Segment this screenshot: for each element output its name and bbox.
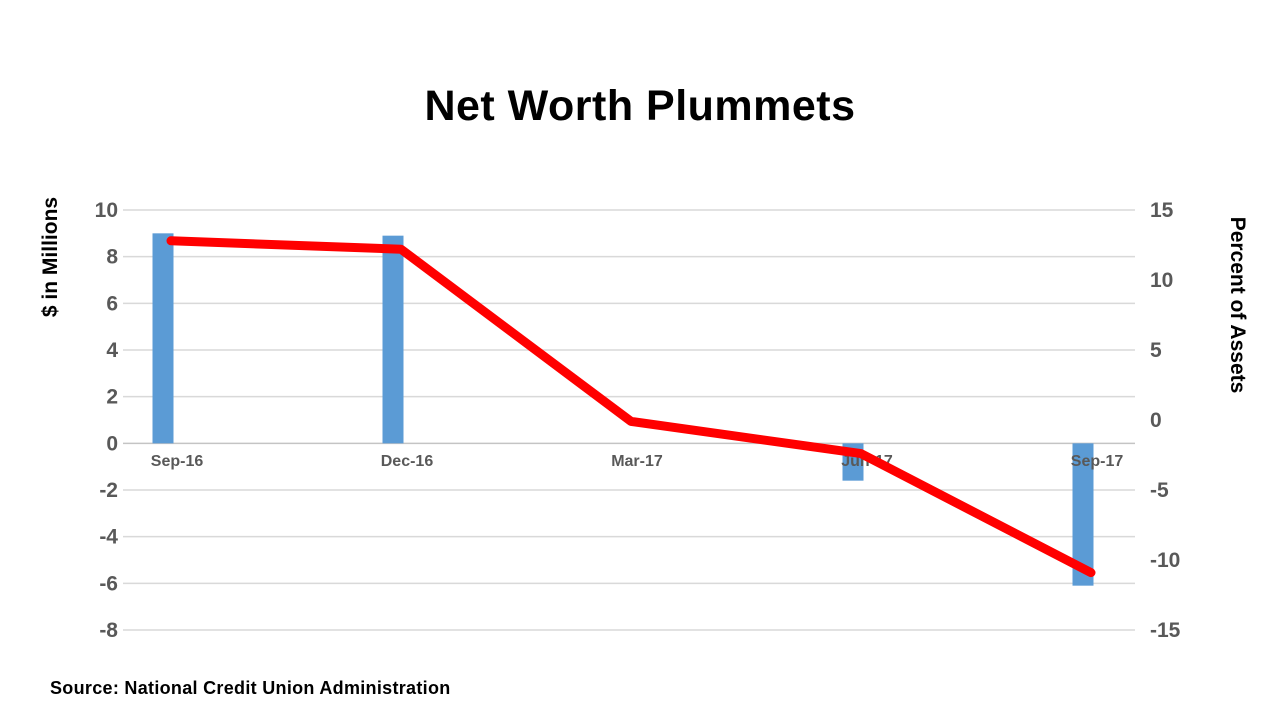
left-axis-tick-label: -8 bbox=[99, 619, 118, 642]
left-axis-tick-label: 10 bbox=[95, 199, 118, 222]
category-label: Mar-17 bbox=[611, 453, 663, 470]
left-axis-tick-label: -6 bbox=[99, 572, 118, 595]
right-axis-tick-label: 15 bbox=[1150, 199, 1174, 222]
right-axis-tick-label: 10 bbox=[1150, 269, 1173, 292]
source-note: Source: National Credit Union Administra… bbox=[50, 678, 451, 698]
right-axis-tick-label: 0 bbox=[1150, 409, 1162, 432]
chart-title: Net Worth Plummets bbox=[424, 82, 856, 130]
left-axis-tick-label: -4 bbox=[99, 526, 118, 549]
category-label: Sep-17 bbox=[1071, 453, 1124, 470]
line-series bbox=[166, 236, 1096, 578]
right-axis-tick-label: 5 bbox=[1150, 339, 1162, 362]
left-axis-tick-label: 2 bbox=[106, 386, 118, 409]
right-axis-tick-label: -5 bbox=[1150, 479, 1169, 502]
left-axis-tick-label: -2 bbox=[99, 479, 118, 502]
category-label: Sep-16 bbox=[151, 453, 204, 470]
bar-sep-17 bbox=[1072, 443, 1094, 586]
bar-sep-16 bbox=[152, 233, 174, 444]
right-axis-tick-label: -15 bbox=[1150, 619, 1181, 642]
left-axis-tick-label: 6 bbox=[106, 292, 118, 315]
left-axis-tick-label: 0 bbox=[106, 432, 118, 455]
right-axis-tick-label: -10 bbox=[1150, 549, 1180, 572]
bar-dec-16 bbox=[382, 235, 404, 444]
left-axis-tick-label: 8 bbox=[106, 246, 118, 269]
left-axis-tick-label: 4 bbox=[106, 339, 118, 362]
category-label: Dec-16 bbox=[381, 453, 434, 470]
